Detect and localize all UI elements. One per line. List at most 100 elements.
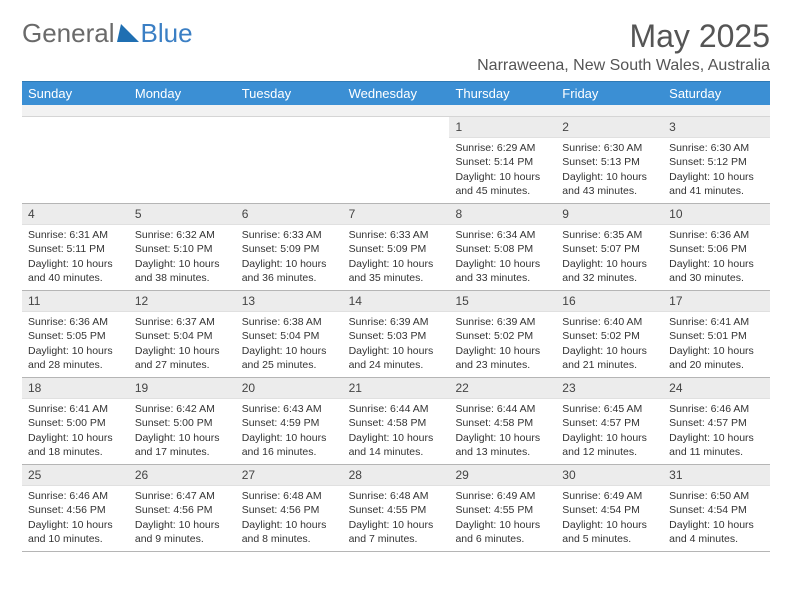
sunrise-text: Sunrise: 6:30 AM xyxy=(669,141,764,155)
daylight-text: Daylight: 10 hours and 21 minutes. xyxy=(562,344,657,372)
day-cell: 4Sunrise: 6:31 AMSunset: 5:11 PMDaylight… xyxy=(22,204,129,290)
day-number: 26 xyxy=(129,465,236,486)
sunrise-text: Sunrise: 6:46 AM xyxy=(669,402,764,416)
daylight-text: Daylight: 10 hours and 35 minutes. xyxy=(349,257,444,285)
day-number: 28 xyxy=(343,465,450,486)
sunrise-text: Sunrise: 6:35 AM xyxy=(562,228,657,242)
day-number: 19 xyxy=(129,378,236,399)
daylight-text: Daylight: 10 hours and 25 minutes. xyxy=(242,344,337,372)
sunset-text: Sunset: 5:06 PM xyxy=(669,242,764,256)
spacer-row xyxy=(22,105,770,117)
day-number: 14 xyxy=(343,291,450,312)
daylight-text: Daylight: 10 hours and 12 minutes. xyxy=(562,431,657,459)
day-cell: 14Sunrise: 6:39 AMSunset: 5:03 PMDayligh… xyxy=(343,291,450,377)
location-subtitle: Narraweena, New South Wales, Australia xyxy=(477,57,770,75)
day-cell: 1Sunrise: 6:29 AMSunset: 5:14 PMDaylight… xyxy=(449,117,556,203)
day-number: 29 xyxy=(449,465,556,486)
day-number: 17 xyxy=(663,291,770,312)
sunset-text: Sunset: 5:09 PM xyxy=(242,242,337,256)
weekday-header: Saturday xyxy=(663,82,770,105)
daylight-text: Daylight: 10 hours and 33 minutes. xyxy=(455,257,550,285)
week-row: 1Sunrise: 6:29 AMSunset: 5:14 PMDaylight… xyxy=(22,117,770,204)
daylight-text: Daylight: 10 hours and 32 minutes. xyxy=(562,257,657,285)
logo-text-general: General xyxy=(22,18,115,49)
sunrise-text: Sunrise: 6:38 AM xyxy=(242,315,337,329)
daylight-text: Daylight: 10 hours and 13 minutes. xyxy=(455,431,550,459)
day-cell xyxy=(129,117,236,203)
sunset-text: Sunset: 5:07 PM xyxy=(562,242,657,256)
sunrise-text: Sunrise: 6:34 AM xyxy=(455,228,550,242)
week-row: 4Sunrise: 6:31 AMSunset: 5:11 PMDaylight… xyxy=(22,204,770,291)
day-cell: 23Sunrise: 6:45 AMSunset: 4:57 PMDayligh… xyxy=(556,378,663,464)
daylight-text: Daylight: 10 hours and 28 minutes. xyxy=(28,344,123,372)
sunset-text: Sunset: 4:58 PM xyxy=(455,416,550,430)
day-cell: 7Sunrise: 6:33 AMSunset: 5:09 PMDaylight… xyxy=(343,204,450,290)
day-cell: 27 Sunrise: 6:48 AMSunset: 4:56 PMDayligh… xyxy=(236,465,343,551)
day-number: 25 xyxy=(22,465,129,486)
sunrise-text: Sunrise: 6:37 AM xyxy=(135,315,230,329)
weekday-header: Tuesday xyxy=(236,82,343,105)
sunset-text: Sunset: 5:04 PM xyxy=(242,329,337,343)
day-number: 6 xyxy=(236,204,343,225)
week-row: 18Sunrise: 6:41 AMSunset: 5:00 PMDayligh… xyxy=(22,378,770,465)
day-cell: 8Sunrise: 6:34 AMSunset: 5:08 PMDaylight… xyxy=(449,204,556,290)
day-number: 31 xyxy=(663,465,770,486)
week-row: 11Sunrise: 6:36 AMSunset: 5:05 PMDayligh… xyxy=(22,291,770,378)
sunset-text: Sunset: 5:00 PM xyxy=(28,416,123,430)
sunset-text: Sunset: 4:55 PM xyxy=(455,503,550,517)
sunset-text: Sunset: 4:56 PM xyxy=(242,503,337,517)
sunrise-text: Sunrise: 6:30 AM xyxy=(562,141,657,155)
day-number: 5 xyxy=(129,204,236,225)
daylight-text: Daylight: 10 hours and 23 minutes. xyxy=(455,344,550,372)
sunset-text: Sunset: 5:10 PM xyxy=(135,242,230,256)
sunrise-text: Sunrise: 6:42 AM xyxy=(135,402,230,416)
daylight-text: Daylight: 10 hours and 7 minutes. xyxy=(349,518,444,546)
sunrise-text: Sunrise: 6:36 AM xyxy=(28,315,123,329)
sunset-text: Sunset: 4:56 PM xyxy=(135,503,230,517)
day-cell: 16Sunrise: 6:40 AMSunset: 5:02 PMDayligh… xyxy=(556,291,663,377)
page-title: May 2025 xyxy=(477,18,770,55)
daylight-text: Daylight: 10 hours and 14 minutes. xyxy=(349,431,444,459)
day-cell: 29Sunrise: 6:49 AMSunset: 4:55 PMDayligh… xyxy=(449,465,556,551)
day-cell: 25Sunrise: 6:46 AMSunset: 4:56 PMDayligh… xyxy=(22,465,129,551)
day-number: 23 xyxy=(556,378,663,399)
sunrise-text: Sunrise: 6:49 AM xyxy=(455,489,550,503)
sunrise-text: Sunrise: 6:41 AM xyxy=(28,402,123,416)
day-number: 1 xyxy=(449,117,556,138)
day-number: 3 xyxy=(663,117,770,138)
daylight-text: Daylight: 10 hours and 17 minutes. xyxy=(135,431,230,459)
weekday-header: Friday xyxy=(556,82,663,105)
day-cell: 30Sunrise: 6:49 AMSunset: 4:54 PMDayligh… xyxy=(556,465,663,551)
weekday-header: Thursday xyxy=(449,82,556,105)
day-number: 24 xyxy=(663,378,770,399)
day-cell: 9Sunrise: 6:35 AMSunset: 5:07 PMDaylight… xyxy=(556,204,663,290)
sunrise-text: Sunrise: 6:29 AM xyxy=(455,141,550,155)
sunset-text: Sunset: 5:12 PM xyxy=(669,155,764,169)
sunset-text: Sunset: 5:04 PM xyxy=(135,329,230,343)
sunset-text: Sunset: 5:05 PM xyxy=(28,329,123,343)
day-number: 8 xyxy=(449,204,556,225)
daylight-text: Daylight: 10 hours and 18 minutes. xyxy=(28,431,123,459)
sunrise-text: Sunrise: 6:32 AM xyxy=(135,228,230,242)
day-cell: 10Sunrise: 6:36 AMSunset: 5:06 PMDayligh… xyxy=(663,204,770,290)
day-number: 15 xyxy=(449,291,556,312)
sunset-text: Sunset: 4:54 PM xyxy=(562,503,657,517)
daylight-text: Daylight: 10 hours and 10 minutes. xyxy=(28,518,123,546)
daylight-text: Daylight: 10 hours and 5 minutes. xyxy=(562,518,657,546)
daylight-text: Daylight: 10 hours and 30 minutes. xyxy=(669,257,764,285)
day-number: 7 xyxy=(343,204,450,225)
day-cell: 2Sunrise: 6:30 AMSunset: 5:13 PMDaylight… xyxy=(556,117,663,203)
sunrise-text: Sunrise: 6:44 AM xyxy=(349,402,444,416)
daylight-text: Daylight: 10 hours and 8 minutes. xyxy=(242,518,337,546)
daylight-text: Daylight: 10 hours and 20 minutes. xyxy=(669,344,764,372)
weekday-header: Wednesday xyxy=(343,82,450,105)
day-number: 27 xyxy=(236,465,343,486)
weekday-header: Monday xyxy=(129,82,236,105)
day-cell: 6Sunrise: 6:33 AMSunset: 5:09 PMDaylight… xyxy=(236,204,343,290)
sunset-text: Sunset: 5:01 PM xyxy=(669,329,764,343)
sunrise-text: Sunrise: 6:48 AM xyxy=(242,489,337,503)
daylight-text: Daylight: 10 hours and 41 minutes. xyxy=(669,170,764,198)
day-number: 18 xyxy=(22,378,129,399)
day-cell: 28Sunrise: 6:48 AMSunset: 4:55 PMDayligh… xyxy=(343,465,450,551)
sunrise-text: Sunrise: 6:49 AM xyxy=(562,489,657,503)
